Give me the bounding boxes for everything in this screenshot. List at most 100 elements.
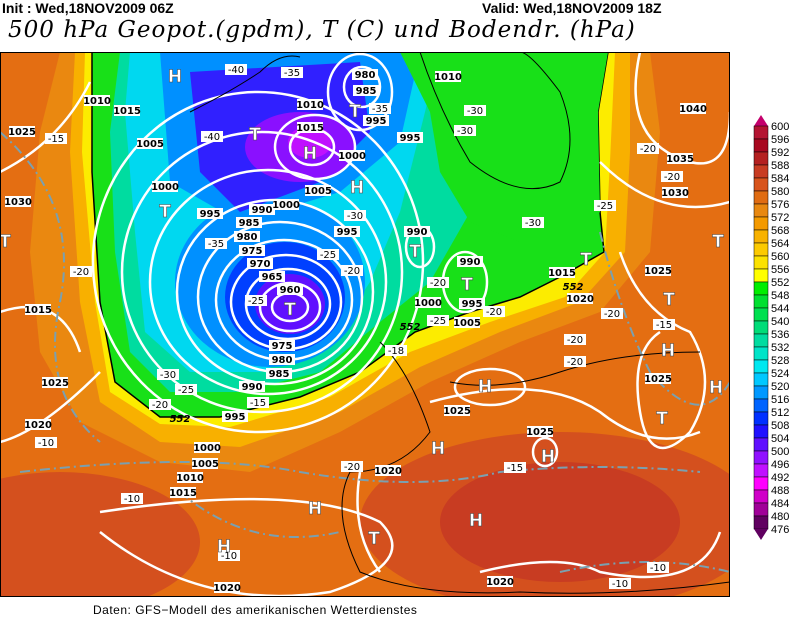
legend-swatch: [753, 307, 769, 322]
legend-swatch: [753, 463, 769, 478]
isobar-label-bg: [487, 576, 513, 587]
isotherm-label-bg: [661, 171, 683, 182]
isobar-label-bg: [457, 256, 483, 267]
isotherm-label-bg: [427, 315, 449, 326]
isobar-label: 960: [280, 285, 301, 296]
isobar-label-bg: [25, 304, 51, 315]
isobar-label: 1000: [193, 443, 221, 454]
isobar-label: 1030: [4, 197, 32, 208]
isotherm-label-bg: [245, 295, 267, 306]
isotherm-label-bg: [341, 265, 363, 276]
isobar-label-bg: [459, 298, 485, 309]
geopotential-label: 552: [400, 322, 421, 333]
isotherm-label-bg: [647, 562, 669, 573]
isobar-label-bg: [266, 368, 292, 379]
init-time: Init : Wed,18NOV2009 06Z: [2, 0, 174, 16]
low-pressure-center: T: [0, 232, 11, 252]
legend-swatch: [753, 424, 769, 439]
isobar-label-bg: [84, 95, 110, 106]
isobar-label-bg: [352, 69, 378, 80]
isobar-label-bg: [269, 340, 295, 351]
isotherm-label: -15: [507, 463, 523, 474]
isotherm-label: -10: [221, 551, 237, 562]
isotherm-label-bg: [504, 462, 526, 473]
coastlines: [189, 52, 730, 594]
isotherm-label-bg: [369, 103, 391, 114]
isobar-label-bg: [339, 150, 365, 161]
legend-swatch: [753, 320, 769, 335]
legend-label: 540: [771, 316, 789, 328]
field-492: [288, 126, 332, 158]
isotherm-label: -15: [48, 134, 64, 145]
legend-label: 580: [771, 186, 789, 198]
legend-label: 484: [771, 498, 789, 510]
isobar-label: 1020: [566, 294, 594, 305]
isobar-label-bg: [194, 442, 220, 453]
isobar-label: 985: [269, 369, 290, 380]
isotherm-label: -20: [664, 172, 680, 183]
legend-swatch: [753, 294, 769, 309]
isobar-label: 995: [200, 209, 221, 220]
legend-label: 584: [771, 173, 789, 185]
isotherm-label: -25: [178, 385, 194, 396]
isobar-label-bg: [25, 419, 51, 430]
isotherm-label: -25: [320, 250, 336, 261]
isobar-label: 1010: [176, 473, 204, 484]
isotherm-label: -30: [160, 370, 176, 381]
isobar-label: 1020: [213, 583, 241, 594]
isobar-label: 990: [252, 205, 273, 216]
isobar-label: 985: [356, 86, 377, 97]
isobar-label-bg: [435, 71, 461, 82]
isobar-label: 975: [242, 246, 263, 257]
isotherm-label-bg: [522, 217, 544, 228]
isobar-label-bg: [234, 231, 260, 242]
isobar-label-bg: [645, 373, 671, 384]
isotherm-label: -35: [284, 68, 300, 79]
isobar-label: 980: [272, 355, 293, 366]
legend-swatch: [753, 268, 769, 283]
isotherm-label: -30: [467, 106, 483, 117]
isobar-label-bg: [527, 426, 553, 437]
isobar-label: 1030: [661, 188, 689, 199]
isotherm-label: -20: [604, 309, 620, 320]
isotherm-label: -30: [347, 211, 363, 222]
isotherm-label-bg: [317, 249, 339, 260]
legend-swatch: [753, 190, 769, 205]
isotherm-label: -20: [567, 357, 583, 368]
low-pressure-center: T: [409, 242, 421, 262]
isobar-label-bg: [667, 153, 693, 164]
legend-arrow-bottom: [754, 529, 768, 540]
isotherm-label: -20: [486, 307, 502, 318]
isobar-label-bg: [152, 181, 178, 192]
isobar-label: 1010: [296, 100, 324, 111]
isobar-label-bg: [197, 208, 223, 219]
legend-label: 512: [771, 407, 789, 419]
isobar-label-bg: [404, 226, 430, 237]
isotherm-label-bg: [225, 64, 247, 75]
isobar-label: 1025: [644, 266, 672, 277]
isotherm-label-bg: [201, 131, 223, 142]
isobar-label-bg: [662, 187, 688, 198]
isobar-label: 1010: [83, 96, 111, 107]
low-pressure-center: T: [249, 125, 261, 145]
isobar-label: 985: [239, 218, 260, 229]
isobar-label-bg: [363, 115, 389, 126]
legend-label: 576: [771, 199, 789, 211]
legend-swatch: [753, 476, 769, 491]
isobar-label-bg: [170, 487, 196, 498]
isobar-label: 980: [355, 70, 376, 81]
high-pressure-center: H: [541, 447, 555, 467]
legend-swatch: [753, 255, 769, 270]
low-pressure-center: T: [284, 300, 296, 320]
legend-label: 500: [771, 446, 789, 458]
legend-label: 548: [771, 290, 789, 302]
isobar-label-bg: [137, 138, 163, 149]
isobar-label: 1000: [272, 200, 300, 211]
isotherm-label: -25: [248, 296, 264, 307]
isobar-label: 1025: [644, 374, 672, 385]
isobar-label-bg: [273, 199, 299, 210]
legend-swatch: [753, 489, 769, 504]
isotherm-label-bg: [427, 277, 449, 288]
field-500: [255, 274, 325, 334]
low-pressure-center: T: [368, 529, 380, 549]
